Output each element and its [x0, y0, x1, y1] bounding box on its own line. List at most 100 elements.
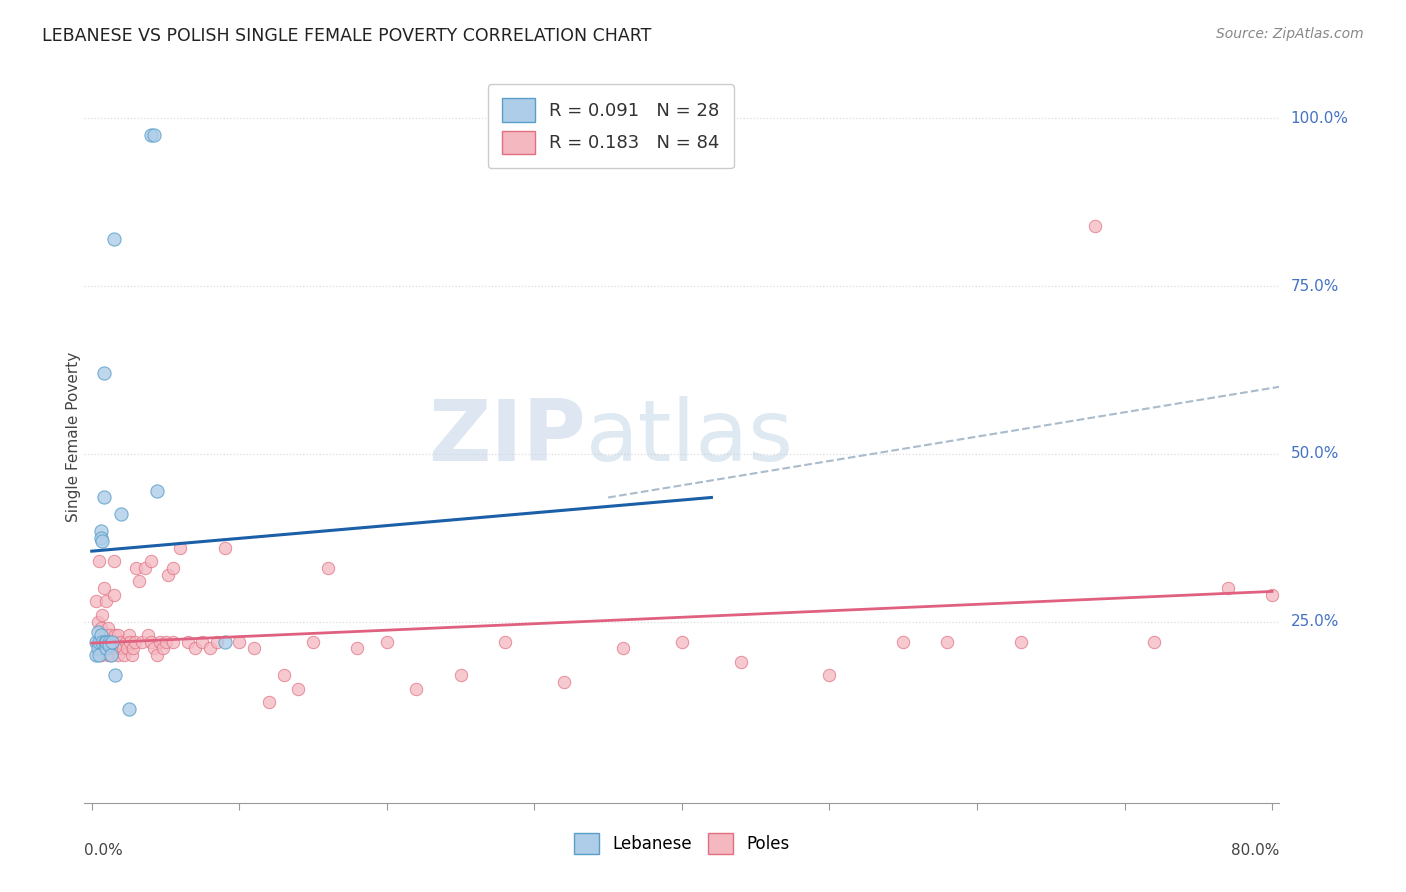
Point	[103, 588, 125, 602]
Point	[553, 675, 575, 690]
Point	[157, 567, 180, 582]
Point	[1261, 588, 1284, 602]
Point	[103, 554, 125, 568]
Text: 50.0%: 50.0%	[1291, 446, 1339, 461]
Point	[612, 641, 634, 656]
Point	[96, 634, 118, 648]
Point	[97, 648, 120, 662]
Point	[375, 634, 398, 648]
Point	[115, 641, 138, 656]
Point	[100, 648, 122, 662]
Point	[90, 628, 112, 642]
Point	[169, 541, 191, 555]
Point	[205, 634, 228, 648]
Point	[87, 634, 110, 648]
Point	[128, 574, 150, 589]
Point	[316, 561, 339, 575]
Point	[90, 621, 112, 635]
Point	[96, 641, 118, 656]
Point	[1143, 634, 1166, 648]
Point	[136, 628, 159, 642]
Point	[97, 621, 120, 635]
Point	[117, 628, 139, 642]
Point	[152, 641, 174, 656]
Point	[139, 128, 162, 142]
Point	[101, 634, 124, 648]
Point	[104, 628, 127, 642]
Point	[142, 641, 165, 656]
Point	[405, 681, 427, 696]
Point	[287, 681, 309, 696]
Point	[228, 634, 250, 648]
Point	[86, 624, 108, 639]
Point	[1216, 581, 1239, 595]
Text: 25.0%: 25.0%	[1291, 614, 1339, 629]
Text: ZIP: ZIP	[429, 395, 586, 479]
Legend: Lebanese, Poles: Lebanese, Poles	[567, 827, 797, 860]
Point	[86, 615, 108, 629]
Point	[117, 702, 139, 716]
Y-axis label: Single Female Poverty: Single Female Poverty	[66, 352, 80, 522]
Text: 0.0%: 0.0%	[84, 843, 124, 858]
Point	[162, 634, 184, 648]
Text: 80.0%: 80.0%	[1232, 843, 1279, 858]
Point	[121, 648, 143, 662]
Point	[91, 607, 114, 622]
Point	[243, 641, 266, 656]
Point	[891, 634, 914, 648]
Point	[101, 634, 124, 648]
Point	[91, 634, 114, 648]
Point	[191, 634, 214, 648]
Point	[84, 634, 107, 648]
Point	[93, 367, 115, 381]
Point	[139, 554, 162, 568]
Point	[93, 491, 115, 505]
Point	[139, 634, 162, 648]
Point	[105, 634, 128, 648]
Point	[346, 641, 368, 656]
Point	[104, 668, 127, 682]
Point	[114, 634, 136, 648]
Point	[302, 634, 325, 648]
Point	[162, 561, 184, 575]
Point	[494, 634, 516, 648]
Point	[214, 541, 236, 555]
Point	[124, 634, 146, 648]
Point	[86, 641, 108, 656]
Text: Source: ZipAtlas.com: Source: ZipAtlas.com	[1216, 27, 1364, 41]
Point	[94, 641, 117, 656]
Point	[936, 634, 959, 648]
Point	[134, 561, 156, 575]
Text: 75.0%: 75.0%	[1291, 278, 1339, 293]
Point	[145, 483, 167, 498]
Point	[96, 634, 118, 648]
Point	[1010, 634, 1032, 648]
Point	[273, 668, 295, 682]
Point	[671, 634, 693, 648]
Point	[84, 648, 107, 662]
Point	[107, 628, 129, 642]
Point	[110, 634, 132, 648]
Point	[257, 695, 280, 709]
Point	[103, 232, 125, 246]
Point	[1084, 219, 1107, 233]
Point	[155, 634, 177, 648]
Point	[120, 634, 142, 648]
Point	[84, 594, 107, 608]
Point	[184, 641, 207, 656]
Point	[98, 628, 121, 642]
Point	[94, 634, 117, 648]
Point	[90, 524, 112, 538]
Text: LEBANESE VS POLISH SINGLE FEMALE POVERTY CORRELATION CHART: LEBANESE VS POLISH SINGLE FEMALE POVERTY…	[42, 27, 651, 45]
Point	[110, 508, 132, 522]
Point	[108, 641, 131, 656]
Point	[87, 634, 110, 648]
Point	[100, 648, 122, 662]
Point	[198, 641, 221, 656]
Point	[93, 641, 115, 656]
Point	[104, 641, 127, 656]
Point	[90, 648, 112, 662]
Point	[91, 534, 114, 549]
Point	[214, 634, 236, 648]
Point	[98, 641, 121, 656]
